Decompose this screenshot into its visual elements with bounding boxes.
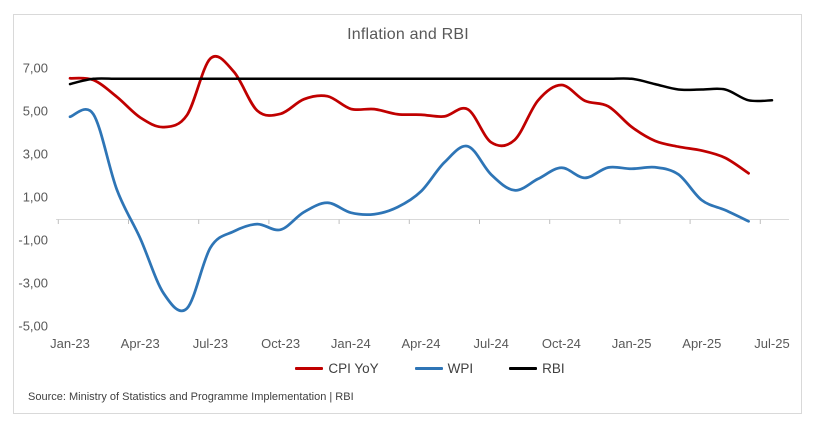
y-axis-label: 5,00 — [23, 104, 48, 119]
legend-label-wpi: WPI — [447, 361, 474, 376]
x-axis-label: Oct-23 — [261, 336, 300, 351]
x-axis-label: Jan-25 — [612, 336, 652, 351]
chart-card — [13, 14, 802, 414]
legend-item-cpi: CPI YoY — [295, 361, 379, 376]
source-note: Source: Ministry of Statistics and Progr… — [28, 391, 354, 403]
y-axis-label: -3,00 — [18, 276, 48, 291]
x-axis-label: Apr-24 — [401, 336, 440, 351]
x-axis-label: Jul-24 — [473, 336, 508, 351]
x-axis-label: Apr-25 — [682, 336, 721, 351]
legend-label-cpi: CPI YoY — [328, 361, 379, 376]
y-axis-label: 7,00 — [23, 61, 48, 76]
x-axis-label: Jan-23 — [50, 336, 90, 351]
series-line-cpi-yoy — [68, 54, 750, 175]
legend-item-rbi: RBI — [509, 361, 565, 376]
y-axis-label: -1,00 — [18, 233, 48, 248]
chart-title: Inflation and RBI — [347, 26, 469, 43]
legend-item-wpi: WPI — [414, 361, 474, 376]
chart-legend: CPI YoY WPI RBI — [35, 361, 820, 376]
legend-label-rbi: RBI — [542, 361, 565, 376]
rbi-line-swatch-icon — [509, 367, 538, 370]
x-axis-label: Jan-24 — [331, 336, 371, 351]
x-axis-label: Apr-23 — [121, 336, 160, 351]
wpi-line-swatch-icon — [414, 367, 443, 370]
y-axis-label: -5,00 — [18, 319, 48, 334]
x-axis-label: Jul-23 — [193, 336, 228, 351]
x-axis-label: Oct-24 — [542, 336, 581, 351]
series-line-rbi — [68, 77, 774, 103]
y-axis-label: 1,00 — [23, 190, 48, 205]
cpi-line-swatch-icon — [295, 367, 324, 370]
series-line-wpi — [68, 108, 750, 313]
y-axis-label: 3,00 — [23, 147, 48, 162]
x-axis-label: Jul-25 — [754, 336, 789, 351]
